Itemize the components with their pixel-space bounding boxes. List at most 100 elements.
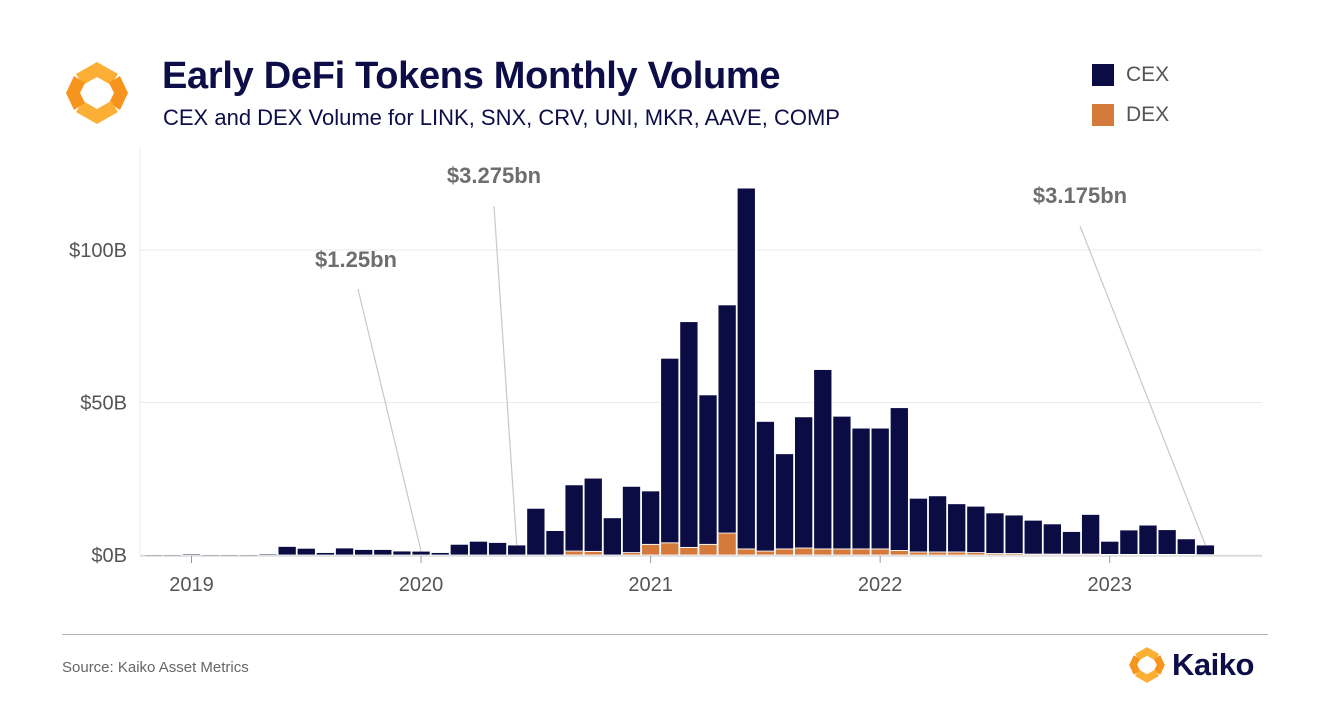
annotation-label: $1.25bn [315, 247, 397, 272]
bar-cex [1081, 514, 1101, 555]
bar-dex [908, 551, 928, 556]
bar-cex [870, 427, 890, 550]
bar-cex [622, 485, 641, 553]
y-tick-label: $100B [69, 240, 127, 262]
bar-cex [296, 547, 316, 556]
bar-cex [1119, 529, 1139, 555]
bar-cex [985, 512, 1005, 554]
bar-cex [851, 427, 871, 550]
bar-cex [736, 187, 756, 550]
bar-cex [1100, 540, 1120, 555]
bar-cex [583, 477, 603, 552]
bar-cex [889, 407, 909, 551]
kaiko-brand-icon [1129, 647, 1165, 683]
footer-divider [62, 634, 1268, 635]
legend-swatch-cex [1092, 64, 1114, 86]
bar-cex [1195, 544, 1215, 556]
bar-cex [1157, 529, 1177, 555]
y-tick-label: $50B [80, 393, 127, 415]
annotation-label: $3.275bn [447, 163, 541, 188]
bar-cex [717, 304, 737, 534]
bar-cex [468, 540, 488, 556]
legend-item-dex: DEX [1092, 102, 1169, 128]
bar-cex [1023, 519, 1043, 555]
bar-cex [430, 552, 450, 556]
bar-cex [755, 421, 775, 552]
bar-cex [258, 553, 278, 556]
bar-cex [545, 530, 565, 556]
bar-dex [679, 546, 699, 556]
bar-dex [870, 548, 890, 556]
bar-dex [641, 543, 661, 556]
legend-label-cex: CEX [1126, 63, 1170, 86]
bar-cex [698, 394, 718, 545]
bar-cex [947, 503, 967, 553]
kaiko-brand: Kaiko [1128, 646, 1254, 684]
bar-cex [1004, 514, 1024, 554]
bar-dex [832, 548, 852, 556]
chart-subtitle: CEX and DEX Volume for LINK, SNX, CRV, U… [163, 105, 840, 130]
bar-cex [373, 549, 393, 556]
legend-item-cex: CEX [1092, 62, 1169, 88]
bar-dex [794, 547, 814, 556]
bar-cex [392, 550, 412, 556]
legend-swatch-dex [1092, 104, 1114, 126]
bar-cex [1138, 524, 1158, 555]
brand-name: Kaiko [1172, 647, 1254, 682]
bar-cex [928, 495, 948, 553]
bar-cex [908, 497, 928, 553]
annotation-leader-line [357, 288, 422, 552]
bar-dex [736, 548, 756, 556]
chart-legend: CEX DEX [1092, 62, 1169, 142]
annotation-leader-line [1079, 225, 1206, 546]
bar-cex [1042, 523, 1062, 555]
bar-cex [794, 416, 814, 549]
bar-cex [602, 517, 622, 556]
bar-dex [755, 550, 775, 556]
x-tick-label: 2023 [1087, 574, 1132, 596]
bar-cex [277, 546, 297, 556]
bar-cex [832, 415, 852, 550]
source-note: Source: Kaiko Asset Metrics [62, 659, 249, 676]
bar-cex [679, 321, 699, 548]
bar-dex [928, 551, 948, 556]
bar-cex [1176, 538, 1196, 555]
bar-dex [698, 543, 718, 556]
bar-cex [660, 357, 680, 544]
bar-dex [889, 550, 909, 556]
bar-cex [182, 553, 201, 556]
bar-cex [488, 542, 508, 556]
x-tick-label: 2020 [399, 574, 444, 596]
bar-dex [717, 532, 737, 556]
bar-dex [775, 548, 794, 556]
bar-cex [335, 547, 355, 556]
kaiko-logo-icon [66, 62, 128, 124]
bar-cex [449, 543, 469, 556]
bar-cex [775, 453, 794, 550]
bar-dex [564, 550, 584, 556]
y-tick-label: $0B [91, 545, 127, 567]
x-tick-label: 2021 [628, 574, 673, 596]
x-tick-label: 2022 [858, 574, 903, 596]
bar-cex [564, 484, 584, 552]
bar-cex [966, 505, 986, 553]
bar-cex [641, 490, 661, 545]
annotation-label: $3.175bn [1033, 183, 1127, 208]
chart-title: Early DeFi Tokens Monthly Volume [162, 55, 781, 97]
bar-cex [813, 369, 833, 550]
bar-dex [583, 550, 603, 556]
bar-cex [354, 549, 374, 556]
bar-cex [315, 552, 335, 556]
annotation-leader-line [493, 205, 518, 546]
bar-cex [1062, 531, 1081, 555]
bar-dex [660, 542, 680, 556]
bar-cex [507, 544, 527, 556]
bar-dex [813, 548, 833, 556]
x-tick-label: 2019 [169, 574, 214, 596]
bar-dex [851, 548, 871, 556]
bar-cex [411, 550, 431, 556]
bar-cex [526, 507, 546, 556]
bar-dex [947, 551, 967, 556]
legend-label-dex: DEX [1126, 103, 1170, 126]
